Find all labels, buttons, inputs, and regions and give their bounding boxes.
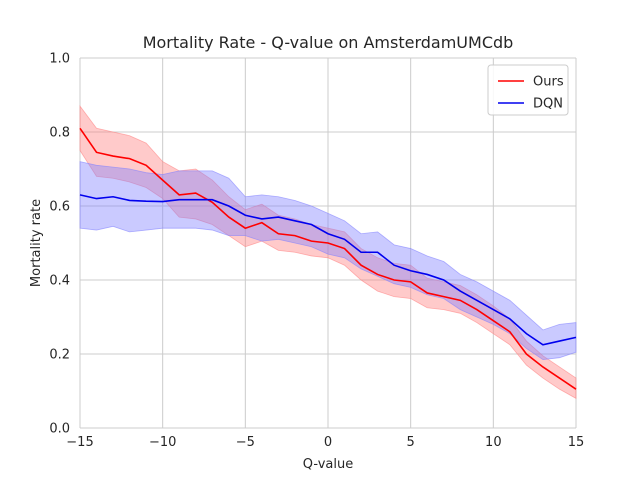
series-line-dqn bbox=[79, 194, 577, 346]
y-tick-label: 0.0 bbox=[49, 422, 70, 437]
y-tick-label: 0.2 bbox=[49, 348, 70, 363]
x-tick-label: −5 bbox=[236, 435, 255, 450]
confidence-bands bbox=[79, 104, 577, 400]
chart-title: Mortality Rate - Q-value on AmsterdamUMC… bbox=[143, 33, 514, 52]
y-axis-ticks: 0.0 0.2 0.4 0.6 0.8 1.0 bbox=[49, 52, 70, 437]
y-tick-label: 0.4 bbox=[49, 274, 70, 289]
y-tick-label: 0.8 bbox=[49, 126, 70, 141]
x-tick-label: 10 bbox=[485, 435, 502, 450]
legend: Ours DQN bbox=[487, 64, 569, 116]
y-tick-label: 1.0 bbox=[49, 52, 70, 67]
x-tick-label: −10 bbox=[149, 435, 176, 450]
grid bbox=[79, 57, 577, 429]
confidence-band-ours bbox=[79, 104, 577, 400]
x-tick-label: 5 bbox=[407, 435, 415, 450]
x-axis-ticks: −15 −10 −5 0 5 10 15 bbox=[66, 435, 584, 450]
x-tick-label: 0 bbox=[324, 435, 332, 450]
y-axis-label: Mortality rate bbox=[29, 199, 44, 287]
legend-label-ours: Ours bbox=[533, 75, 564, 90]
series-line-ours bbox=[79, 127, 577, 390]
x-tick-label: −15 bbox=[66, 435, 93, 450]
x-tick-label: 15 bbox=[568, 435, 585, 450]
series-lines bbox=[79, 127, 577, 390]
y-tick-label: 0.6 bbox=[49, 200, 70, 215]
x-axis-label: Q-value bbox=[303, 457, 353, 472]
legend-label-dqn: DQN bbox=[533, 97, 563, 112]
confidence-band-dqn bbox=[79, 161, 577, 360]
